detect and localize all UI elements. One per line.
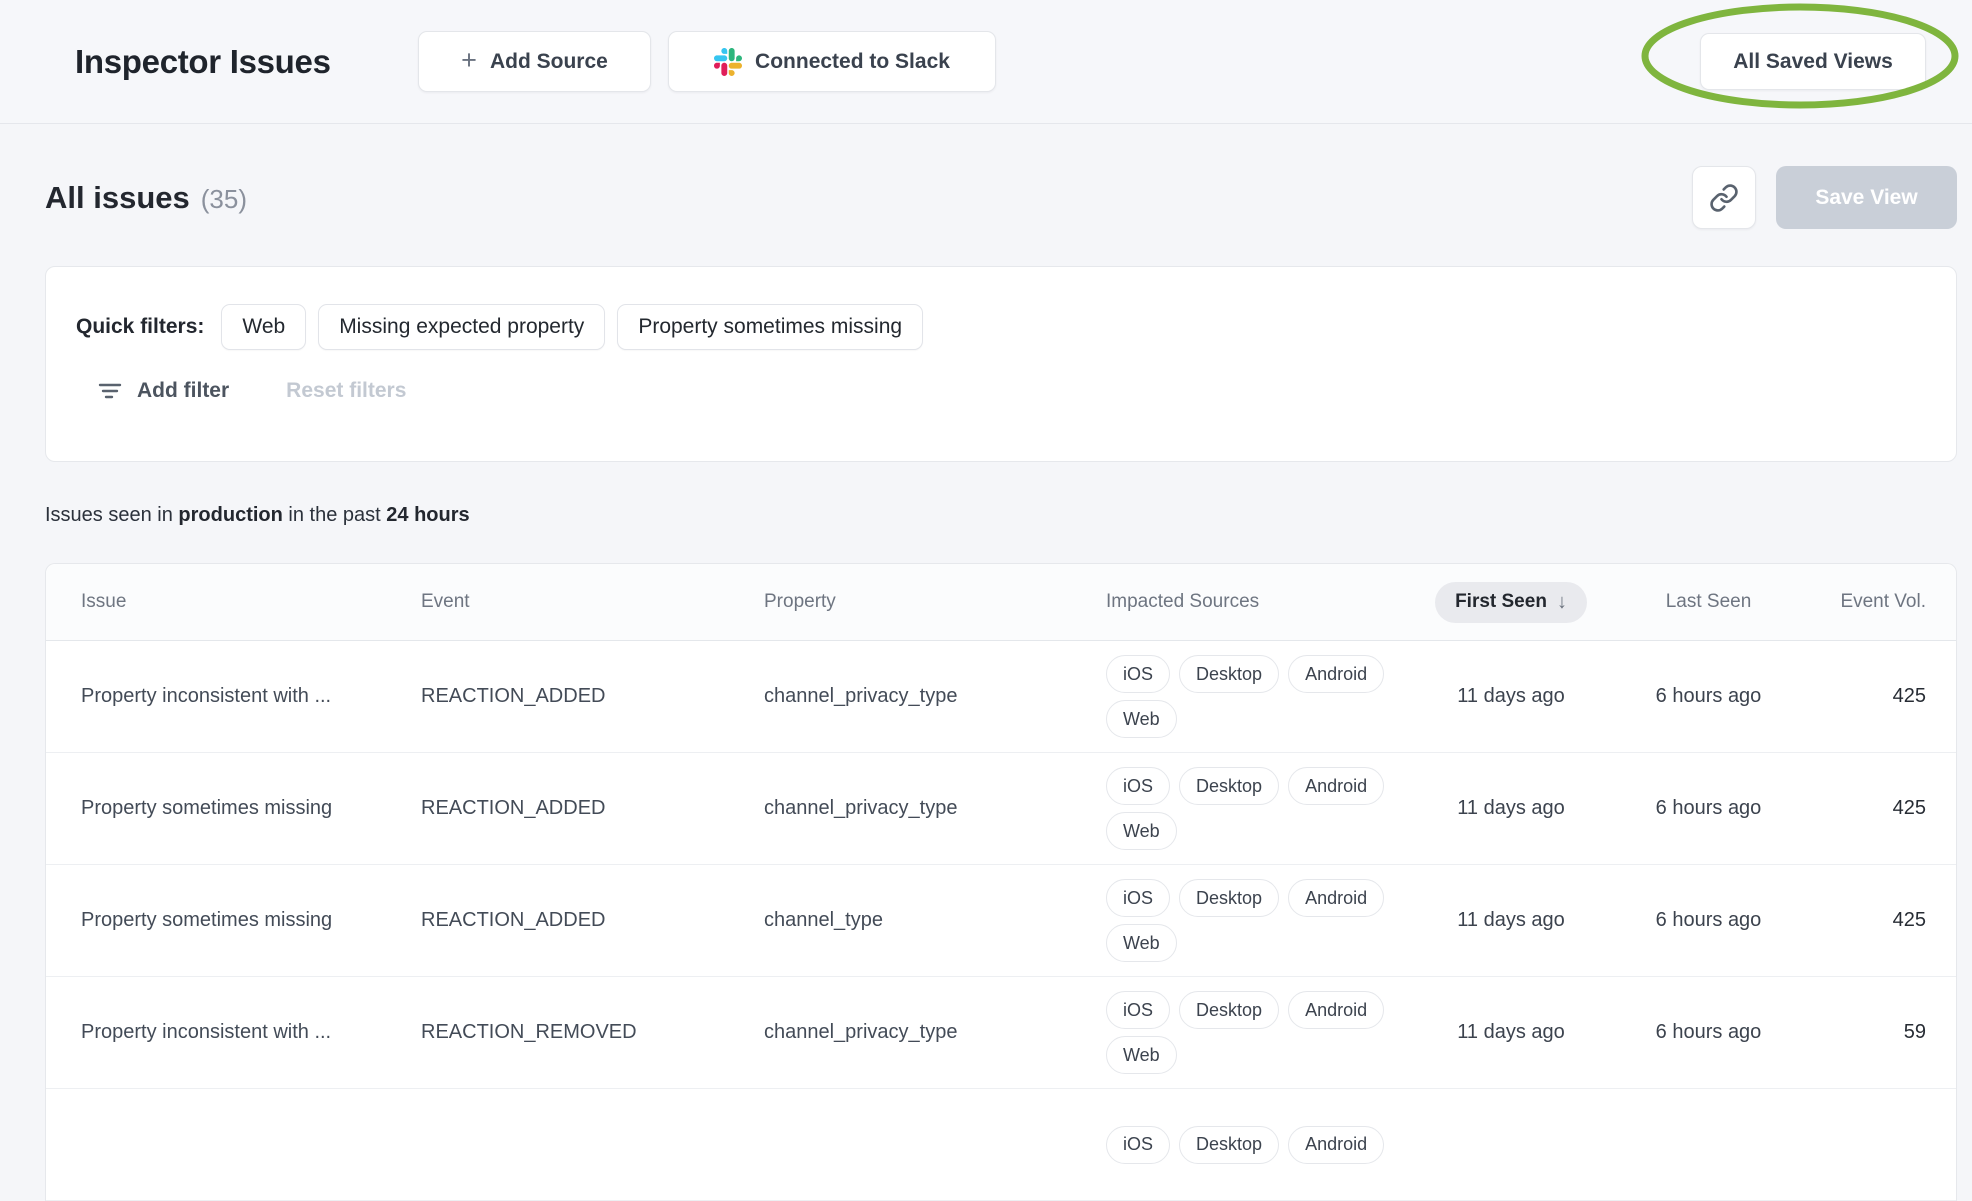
source-chip: Web (1106, 700, 1177, 738)
summary-prefix: Issues seen in (45, 504, 179, 526)
top-header: Inspector Issues + Add Source Connected … (0, 0, 1972, 124)
property-cell: channel_type (764, 909, 883, 931)
source-chip: Desktop (1179, 767, 1280, 805)
event-cell: REACTION_ADDED (421, 909, 606, 931)
quick-filter-missing-expected-property[interactable]: Missing expected property (318, 304, 606, 350)
issue-cell: Property inconsistent with ... (81, 1021, 332, 1043)
source-chip: iOS (1106, 1125, 1171, 1164)
link-icon (1709, 183, 1739, 213)
summary-environment: production (178, 504, 283, 526)
quick-filter-property-sometimes-missing[interactable]: Property sometimes missing (617, 304, 924, 350)
quick-filter-web[interactable]: Web (221, 304, 307, 350)
summary-timeframe: 24 hours (386, 504, 470, 526)
table-row[interactable]: Property inconsistent with ... REACTION_… (46, 641, 1956, 753)
impacted-sources-cell: iOS Desktop Android (1106, 1125, 1406, 1164)
column-header-last-seen[interactable]: Last Seen (1665, 591, 1752, 612)
view-toolbar: All issues (35) Save View (45, 166, 1957, 229)
impacted-sources-cell: iOS Desktop Android Web (1106, 655, 1406, 738)
source-chip: Android (1288, 1125, 1385, 1164)
slack-icon (714, 47, 743, 76)
source-chip: Web (1106, 812, 1177, 850)
event-cell: REACTION_ADDED (421, 797, 606, 819)
table-row[interactable]: Property inconsistent with ... REACTION_… (46, 977, 1956, 1089)
all-saved-views-button[interactable]: All Saved Views (1700, 33, 1926, 90)
add-filter-button[interactable]: Add filter (137, 379, 230, 402)
add-source-button[interactable]: + Add Source (418, 31, 651, 92)
event-vol-cell: 425 (1892, 909, 1926, 931)
source-chip: Desktop (1179, 1125, 1280, 1164)
reset-filters-button[interactable]: Reset filters (286, 379, 407, 402)
table-header-row: Issue Event Property Impacted Sources Fi… (46, 564, 1956, 641)
first-seen-cell: 11 days ago (1457, 909, 1565, 931)
source-chip: Desktop (1179, 879, 1280, 917)
page-title: Inspector Issues (75, 42, 331, 80)
connected-to-slack-button[interactable]: Connected to Slack (668, 31, 996, 92)
last-seen-cell: 6 hours ago (1655, 909, 1762, 931)
impacted-sources-cell: iOS Desktop Android Web (1106, 991, 1406, 1074)
table-row[interactable]: Property sometimes missing REACTION_ADDE… (46, 865, 1956, 977)
source-chip: Desktop (1179, 991, 1280, 1029)
filter-icon (98, 381, 122, 401)
event-cell: REACTION_REMOVED (421, 1021, 637, 1043)
impacted-sources-cell: iOS Desktop Android Web (1106, 879, 1406, 962)
copy-link-button[interactable] (1692, 166, 1756, 229)
quick-filters-card: Quick filters: Web Missing expected prop… (45, 266, 1957, 462)
source-chip: Android (1288, 879, 1385, 917)
section-title: All issues (45, 179, 190, 215)
event-cell: REACTION_ADDED (421, 685, 606, 707)
last-seen-cell: 6 hours ago (1655, 797, 1762, 819)
event-vol-cell: 59 (1903, 1021, 1926, 1043)
impacted-sources-cell: iOS Desktop Android Web (1106, 767, 1406, 850)
quick-filters-label: Quick filters: (76, 315, 205, 338)
issues-summary: Issues seen in production in the past 24… (45, 504, 1957, 527)
source-chip: Android (1288, 991, 1385, 1029)
source-chip: iOS (1106, 655, 1171, 693)
first-seen-cell: 11 days ago (1457, 685, 1565, 707)
plus-icon: + (461, 44, 477, 75)
first-seen-label: First Seen (1455, 591, 1547, 612)
issue-cell: Property inconsistent with ... (81, 685, 332, 707)
issues-count: (35) (200, 183, 247, 214)
first-seen-cell: 11 days ago (1457, 1021, 1565, 1043)
column-header-issue[interactable]: Issue (81, 591, 127, 612)
all-saved-views-label: All Saved Views (1733, 49, 1893, 73)
table-row[interactable]: Property sometimes missing REACTION_ADDE… (46, 753, 1956, 865)
property-cell: channel_privacy_type (764, 797, 958, 819)
column-header-event-vol[interactable]: Event Vol. (1840, 591, 1926, 612)
issue-cell: Property sometimes missing (81, 797, 333, 819)
source-chip: Web (1106, 924, 1177, 962)
connected-to-slack-label: Connected to Slack (755, 49, 950, 73)
last-seen-cell: 6 hours ago (1655, 1021, 1762, 1043)
source-chip: Android (1288, 655, 1385, 693)
source-chip: Web (1106, 1036, 1177, 1074)
sort-descending-icon: ↓ (1556, 590, 1567, 613)
column-header-event[interactable]: Event (421, 591, 470, 612)
event-vol-cell: 425 (1892, 685, 1926, 707)
issue-cell: Property sometimes missing (81, 909, 333, 931)
source-chip: iOS (1106, 767, 1171, 805)
property-cell: channel_privacy_type (764, 685, 958, 707)
source-chip: Desktop (1179, 655, 1280, 693)
column-header-property[interactable]: Property (764, 591, 836, 612)
event-vol-cell: 425 (1892, 797, 1926, 819)
first-seen-cell: 11 days ago (1457, 797, 1565, 819)
add-source-label: Add Source (489, 49, 608, 73)
source-chip: Android (1288, 767, 1385, 805)
table-row[interactable]: iOS Desktop Android (46, 1089, 1956, 1201)
save-view-button[interactable]: Save View (1776, 166, 1957, 229)
last-seen-cell: 6 hours ago (1655, 685, 1762, 707)
table-body: Property inconsistent with ... REACTION_… (46, 641, 1956, 1201)
summary-middle: in the past (282, 504, 387, 526)
source-chip: iOS (1106, 991, 1171, 1029)
column-header-first-seen[interactable]: First Seen ↓ (1435, 581, 1587, 623)
issues-table: Issue Event Property Impacted Sources Fi… (45, 563, 1957, 1201)
source-chip: iOS (1106, 879, 1171, 917)
property-cell: channel_privacy_type (764, 1021, 958, 1043)
column-header-impacted-sources[interactable]: Impacted Sources (1106, 591, 1260, 612)
